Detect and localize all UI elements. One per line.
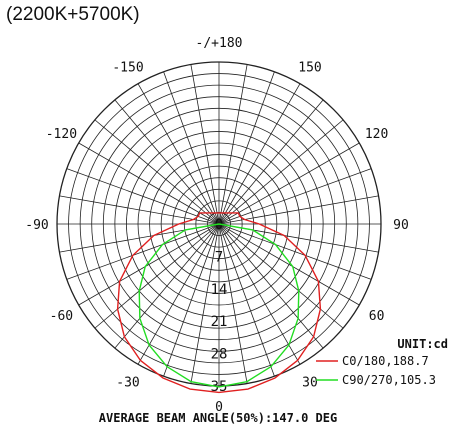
grid-spoke (94, 223, 220, 329)
grid-spoke (218, 142, 360, 225)
grid-spoke (66, 168, 220, 225)
radial-tick-label: 21 (211, 314, 228, 330)
grid-spoke (163, 71, 220, 225)
angle-label: 0 (215, 400, 223, 415)
angle-label: 60 (369, 309, 385, 324)
grid-spoke (218, 223, 360, 306)
grid-spoke (218, 223, 324, 349)
angle-label: 90 (393, 218, 409, 233)
grid-spoke (137, 223, 220, 365)
grid-spoke (218, 64, 248, 225)
angle-label: -150 (112, 60, 143, 75)
grid-spoke (190, 64, 220, 225)
legend: C0/180,188.7 C90/270,105.3 (316, 354, 436, 387)
grid-spoke (218, 83, 301, 225)
angle-label: -/+180 (196, 36, 243, 51)
grid-spoke (218, 223, 344, 329)
grid-spoke (218, 223, 275, 377)
grid-spoke (114, 223, 220, 349)
angle-label: 150 (298, 60, 321, 75)
series-curve-2 (138, 223, 300, 388)
grid-spoke (218, 223, 248, 384)
legend-label: C0/180,188.7 (342, 354, 429, 368)
grid-spoke (66, 223, 220, 280)
radial-tick-label: 14 (211, 282, 228, 298)
series-curve-1 (116, 212, 322, 394)
angle-labels: -/+180 150 -150 120 -120 90 -90 60 -60 30 -30 0 (25, 36, 409, 415)
grid-spoke (78, 142, 220, 225)
unit-label: UNIT:cd (397, 337, 448, 351)
angle-label: -120 (46, 127, 77, 142)
polar-grid (56, 61, 382, 387)
angle-label: 120 (365, 127, 388, 142)
grid-spoke (114, 99, 220, 225)
angle-label: -30 (116, 376, 139, 391)
angle-label: -90 (25, 218, 48, 233)
radial-tick-label: 28 (211, 347, 228, 363)
grid-spoke (218, 99, 324, 225)
radial-tick-label: 0 (215, 217, 223, 233)
angle-label: -60 (50, 309, 73, 324)
intensity-curves (116, 212, 322, 394)
beam-angle-text: AVERAGE BEAM ANGLE(50%):147.0 DEG (99, 411, 337, 425)
grid-spoke (163, 223, 220, 377)
radial-tick-label: 7 (215, 249, 223, 265)
grid-spoke (218, 119, 344, 225)
grid-spoke (218, 223, 301, 365)
grid-spoke (218, 71, 275, 225)
legend-label: C90/270,105.3 (342, 373, 436, 387)
grid-spoke (190, 223, 220, 384)
grid-spoke (94, 119, 220, 225)
grid-spoke (137, 83, 220, 225)
grid-spoke (218, 223, 372, 280)
grid-spoke (78, 223, 220, 306)
angle-label: 30 (302, 376, 318, 391)
grid-spoke (218, 168, 372, 225)
page-title: (2200K+5700K) (6, 4, 140, 25)
